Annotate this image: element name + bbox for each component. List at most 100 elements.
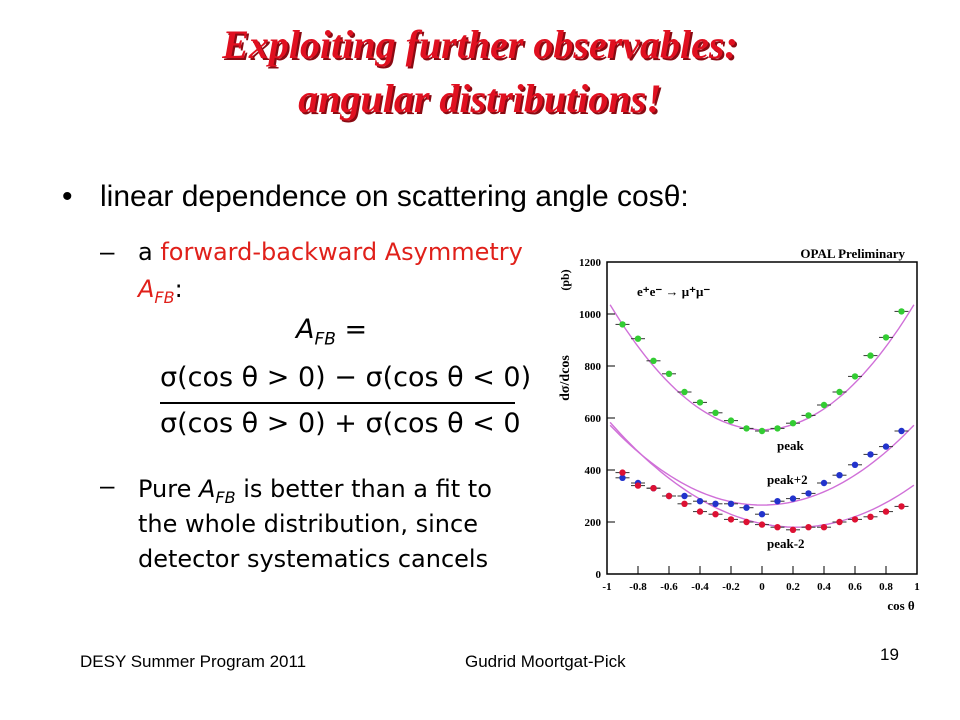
data-point xyxy=(712,500,719,507)
x-tick-label: -0.6 xyxy=(660,581,678,593)
data-point xyxy=(774,524,781,531)
process-label: e⁺e⁻ → μ⁺μ⁻ xyxy=(637,284,710,299)
y-tick-label: 400 xyxy=(585,465,602,477)
formula-numerator: σ(cos θ > 0) − σ(cos θ < 0) xyxy=(160,362,532,393)
bullet-item: • linear dependence on scattering angle c… xyxy=(62,180,689,214)
data-point xyxy=(851,516,859,523)
x-tick-label: -0.4 xyxy=(691,581,709,593)
data-point xyxy=(665,370,673,377)
data-point xyxy=(898,427,905,435)
data-point xyxy=(696,399,704,406)
sub2-afb-subscript: FB xyxy=(215,487,236,507)
y-tick-label: 800 xyxy=(585,361,602,373)
footer-left: DESY Summer Program 2011 xyxy=(80,652,307,671)
formula-afb-symbol: A xyxy=(296,314,315,345)
data-point xyxy=(743,518,750,526)
sub-bullet-1-line-1: a forward-backward Asymmetry xyxy=(138,238,523,266)
data-point xyxy=(681,388,688,396)
sub2-prefix: Pure xyxy=(138,475,199,503)
data-point xyxy=(696,498,704,505)
page-number: 19 xyxy=(880,645,899,664)
data-point xyxy=(743,425,750,432)
data-point xyxy=(727,516,735,523)
sub1-red-text: forward-backward Asymmetry xyxy=(160,238,523,266)
data-point xyxy=(867,513,874,520)
y-tick-label: 1200 xyxy=(579,257,602,269)
x-tick-label: 1 xyxy=(914,581,920,593)
sub2-suffix: is better than a fit to xyxy=(235,475,492,503)
x-tick-label: 0.4 xyxy=(817,581,831,593)
sub-bullet-marker-2: – xyxy=(100,470,115,500)
afb-colon: : xyxy=(174,275,183,303)
data-point xyxy=(634,335,642,342)
data-point xyxy=(789,526,797,533)
data-point xyxy=(805,524,812,531)
data-point xyxy=(665,492,673,500)
data-point xyxy=(789,420,797,427)
data-point xyxy=(696,508,704,515)
data-point xyxy=(836,518,843,526)
data-point xyxy=(727,417,735,424)
data-point xyxy=(758,511,766,518)
afb-subscript: FB xyxy=(154,287,175,307)
data-point xyxy=(774,498,781,505)
x-tick-label: 0.6 xyxy=(848,581,862,593)
data-point xyxy=(898,503,905,510)
y-tick-label: 1000 xyxy=(579,309,602,321)
formula-lhs: AFB = xyxy=(296,314,367,349)
sub-bullet-2-line-3: detector systematics cancels xyxy=(138,545,489,573)
footer-center: Gudrid Moortgat-Pick xyxy=(465,652,626,671)
data-point xyxy=(634,482,642,489)
sub1-prefix: a xyxy=(138,238,161,266)
data-point xyxy=(619,474,626,481)
data-point xyxy=(681,492,688,500)
title-line-1: Exploiting further observables: xyxy=(222,22,738,67)
data-point xyxy=(681,500,688,507)
data-point xyxy=(836,388,843,396)
data-point xyxy=(774,425,781,432)
sub-bullet-marker-1: – xyxy=(100,236,115,266)
data-point xyxy=(851,373,859,380)
data-point xyxy=(867,451,874,458)
label-peak: peak xyxy=(777,438,805,453)
data-point xyxy=(882,334,890,341)
data-point xyxy=(619,321,626,328)
y-tick-label: 200 xyxy=(585,517,602,529)
chart-title: OPAL Preliminary xyxy=(800,246,905,261)
data-point xyxy=(712,409,719,416)
data-point xyxy=(789,495,797,502)
data-point xyxy=(743,504,750,511)
x-tick-label: -1 xyxy=(602,581,611,593)
x-tick-label: 0 xyxy=(759,581,765,593)
bullet-marker: • xyxy=(62,180,73,213)
sub2-afb-symbol: A xyxy=(199,475,216,503)
data-point xyxy=(836,472,843,479)
data-point xyxy=(727,500,735,507)
y-axis-unit: (pb) xyxy=(558,269,572,290)
opal-chart: -1 -0.8 -0.6 -0.4 -0.2 0 0.2 0.4 0.6 0.8 1 0 200 400 6… xyxy=(545,238,930,616)
data-point xyxy=(805,490,812,497)
x-tick-label: 0.8 xyxy=(879,581,893,593)
sub-bullet-2-line-2: the whole distribution, since xyxy=(138,510,478,538)
data-point xyxy=(867,352,874,359)
data-point xyxy=(882,508,890,515)
data-point xyxy=(898,308,905,315)
afb-symbol: A xyxy=(138,275,155,303)
sub-bullet-2-line-1: Pure AFB is better than a fit to xyxy=(138,475,492,507)
data-point xyxy=(820,524,828,531)
data-point xyxy=(882,443,890,450)
data-point xyxy=(820,479,828,487)
data-point xyxy=(619,469,626,476)
slide-title: Exploiting further observables: angular … xyxy=(0,18,960,126)
title-line-2: angular distributions! xyxy=(298,76,662,121)
y-tick-label: 600 xyxy=(585,413,602,425)
x-axis-label: cos θ xyxy=(887,598,915,613)
y-axis-label: dσ/dcos xyxy=(558,355,573,401)
formula-afb-subscript: FB xyxy=(314,329,336,350)
data-point xyxy=(820,401,828,409)
bullet-text: linear dependence on scattering angle co… xyxy=(100,180,689,213)
x-tick-label: -0.2 xyxy=(722,581,740,593)
data-point xyxy=(805,412,812,419)
data-point xyxy=(758,427,766,435)
x-tick-label: 0.2 xyxy=(786,581,800,593)
